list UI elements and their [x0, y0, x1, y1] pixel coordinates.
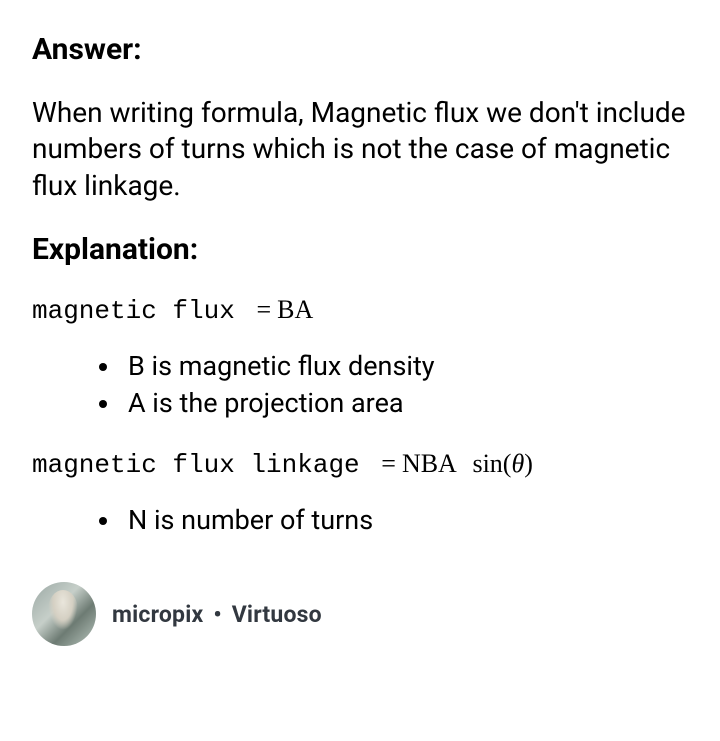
answer-heading: Answer:: [32, 32, 688, 67]
list-item: N is number of turns: [122, 502, 688, 538]
avatar[interactable]: [32, 582, 96, 646]
formula1-eq: =: [250, 295, 277, 324]
author-rank: Virtuoso: [232, 601, 322, 628]
list-item: B is magnetic flux density: [122, 348, 688, 384]
definitions-list-1: B is magnetic flux density A is the proj…: [32, 348, 688, 421]
author-text[interactable]: micropix • Virtuoso: [112, 601, 322, 628]
author-name: micropix: [112, 601, 203, 628]
answer-body: When writing formula, Magnetic flux we d…: [32, 95, 688, 204]
formula-magnetic-flux-linkage: magnetic flux linkage =NBA sin(θ): [32, 449, 688, 480]
formula2-eq: =: [375, 449, 402, 478]
author-row: micropix • Virtuoso: [32, 582, 688, 646]
answer-container: Answer: When writing formula, Magnetic f…: [0, 0, 720, 646]
formula2-close: ): [524, 449, 533, 478]
definitions-list-2: N is number of turns: [32, 502, 688, 538]
formula2-nba: NBA: [402, 449, 457, 478]
explanation-heading: Explanation:: [32, 232, 688, 267]
formula2-lhs: magnetic flux linkage: [32, 450, 360, 480]
formula-magnetic-flux: magnetic flux =BA: [32, 295, 688, 326]
author-separator: •: [209, 601, 225, 628]
formula1-rhs: BA: [277, 295, 313, 324]
formula2-theta: θ: [511, 449, 524, 478]
formula1-lhs: magnetic flux: [32, 296, 235, 326]
list-item: A is the projection area: [122, 385, 688, 421]
formula2-sin: sin: [472, 449, 502, 478]
